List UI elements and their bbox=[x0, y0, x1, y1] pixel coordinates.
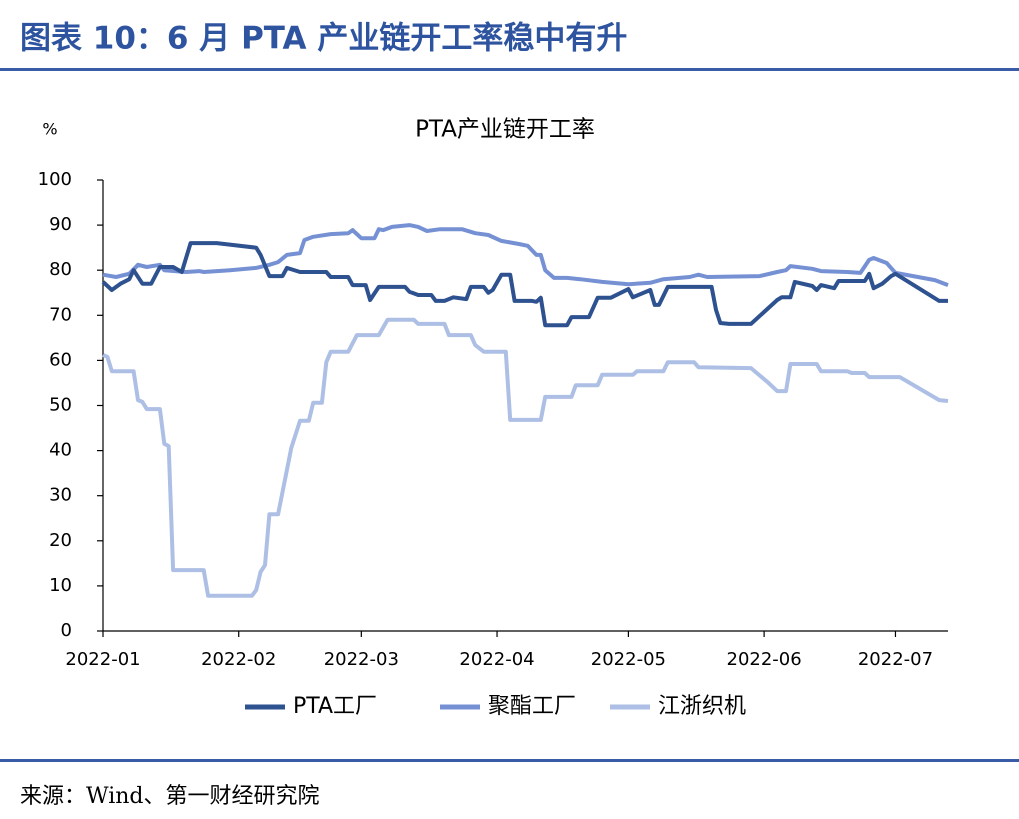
x-tick-label: 2022-05 bbox=[591, 649, 666, 670]
x-tick-label: 2022-02 bbox=[201, 649, 276, 670]
series-line bbox=[102, 317, 949, 598]
x-tick-label: 2022-04 bbox=[459, 649, 534, 670]
x-tick-label: 2022-03 bbox=[324, 649, 399, 670]
x-tick-label: 2022-01 bbox=[65, 649, 140, 670]
y-tick-label: 30 bbox=[49, 485, 72, 506]
y-tick-label: 70 bbox=[49, 304, 72, 325]
y-axis-unit: % bbox=[42, 120, 57, 139]
x-tick-label: 2022-07 bbox=[858, 649, 933, 670]
y-tick-label: 40 bbox=[49, 440, 72, 461]
figure-title: 图表 10：6 月 PTA 产业链开工率稳中有升 bbox=[20, 21, 627, 57]
chart-title: PTA产业链开工率 bbox=[415, 117, 595, 143]
y-tick-label: 0 bbox=[61, 620, 72, 641]
y-tick-label: 20 bbox=[49, 530, 72, 551]
legend-label: PTA工厂 bbox=[293, 694, 377, 719]
y-tick-label: 80 bbox=[49, 259, 72, 280]
footer-rule bbox=[0, 759, 1019, 762]
y-tick-label: 50 bbox=[49, 395, 72, 416]
y-tick-label: 100 bbox=[38, 169, 72, 190]
legend-label: 聚酯工厂 bbox=[488, 694, 576, 719]
y-tick-label: 90 bbox=[49, 214, 72, 235]
source-note: 来源：Wind、第一财经研究院 bbox=[20, 784, 320, 809]
series-line bbox=[101, 241, 948, 328]
series-line bbox=[102, 223, 949, 287]
header-rule bbox=[0, 68, 1019, 71]
x-tick-label: 2022-06 bbox=[727, 649, 802, 670]
legend-label: 江浙织机 bbox=[658, 694, 746, 719]
y-tick-label: 10 bbox=[49, 575, 72, 596]
y-tick-label: 60 bbox=[49, 349, 72, 370]
